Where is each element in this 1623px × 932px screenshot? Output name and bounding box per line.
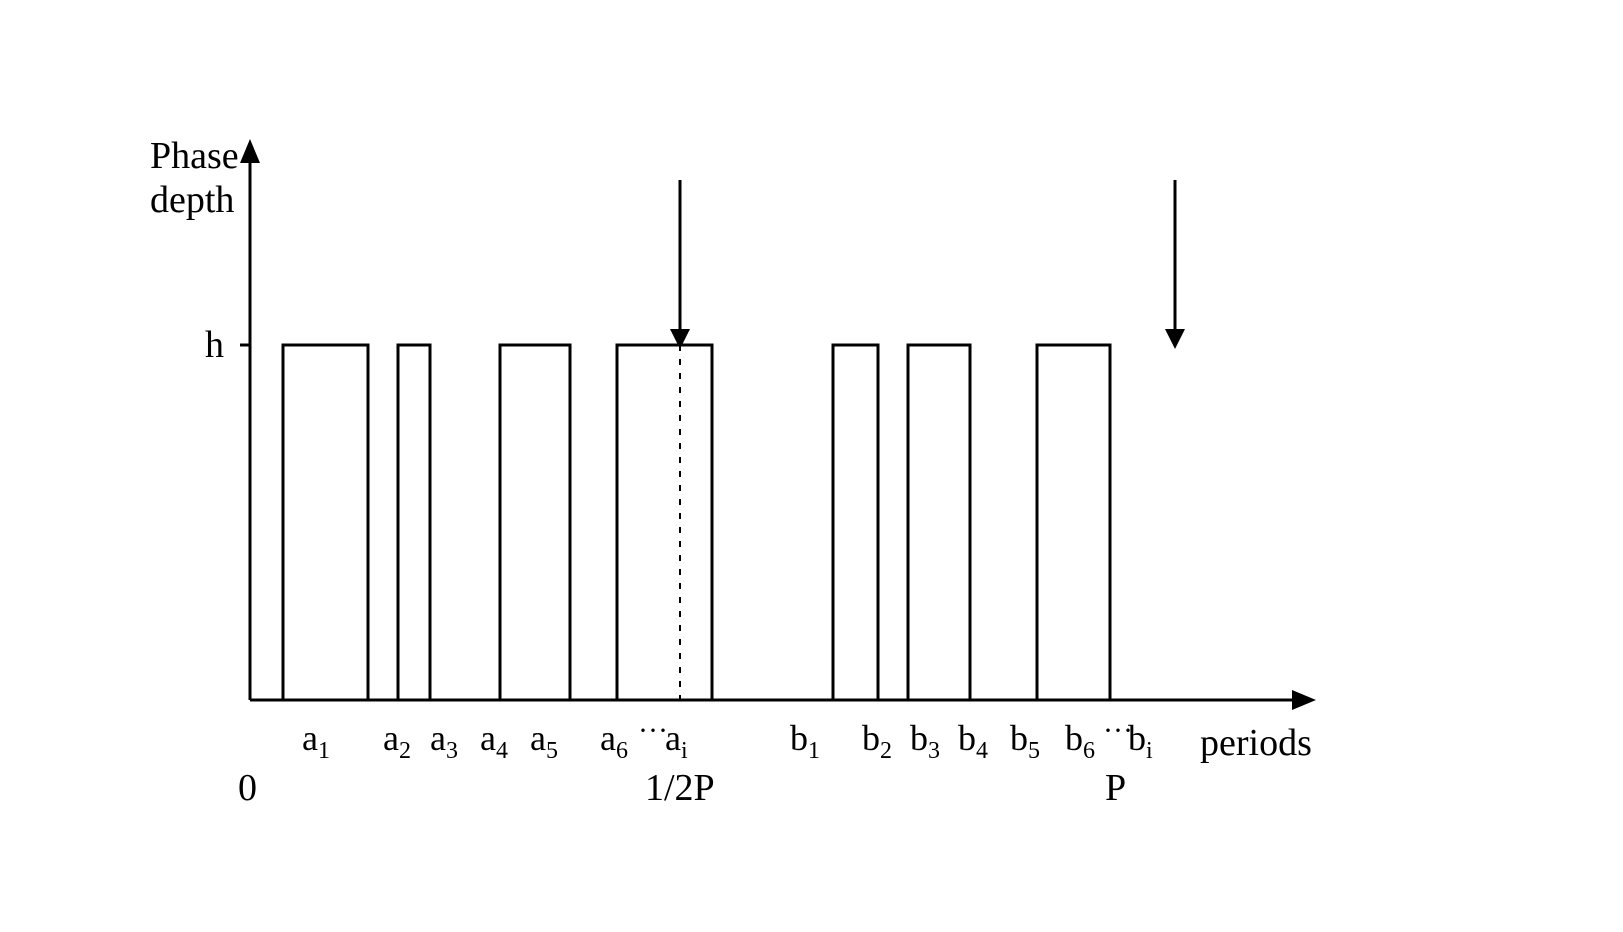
svg-text:bi: bi (1128, 718, 1153, 764)
svg-text:1/2P: 1/2P (645, 767, 715, 809)
svg-text:0: 0 (238, 767, 257, 809)
svg-text:b2: b2 (862, 718, 892, 764)
svg-text:b4: b4 (958, 718, 988, 764)
svg-text:b5: b5 (1010, 718, 1040, 764)
svg-text:h: h (205, 324, 224, 366)
svg-text:a2: a2 (383, 718, 411, 764)
phase-depth-diagram: Phasedepth h 0 1/2P Pperiods a1 a2 a3 a4 a5 a6 ···a… (0, 0, 1623, 932)
svg-text:P: P (1105, 767, 1126, 809)
svg-text:depth: depth (150, 179, 234, 221)
svg-text:···: ··· (638, 714, 668, 747)
svg-text:a4: a4 (480, 718, 508, 764)
svg-text:b6: b6 (1065, 718, 1095, 764)
svg-text:Phase: Phase (150, 135, 239, 177)
svg-text:a6: a6 (600, 718, 628, 764)
diagram-canvas: Phasedepth h 0 1/2P Pperiods a1 a2 a3 a4 a5 a6 ···a… (0, 0, 1623, 932)
svg-text:ai: ai (665, 718, 688, 764)
svg-text:b3: b3 (910, 718, 940, 764)
svg-text:a3: a3 (430, 718, 458, 764)
svg-text:a5: a5 (530, 718, 558, 764)
svg-text:b1: b1 (790, 718, 820, 764)
svg-text:periods: periods (1200, 722, 1312, 764)
svg-text:a1: a1 (302, 718, 330, 764)
